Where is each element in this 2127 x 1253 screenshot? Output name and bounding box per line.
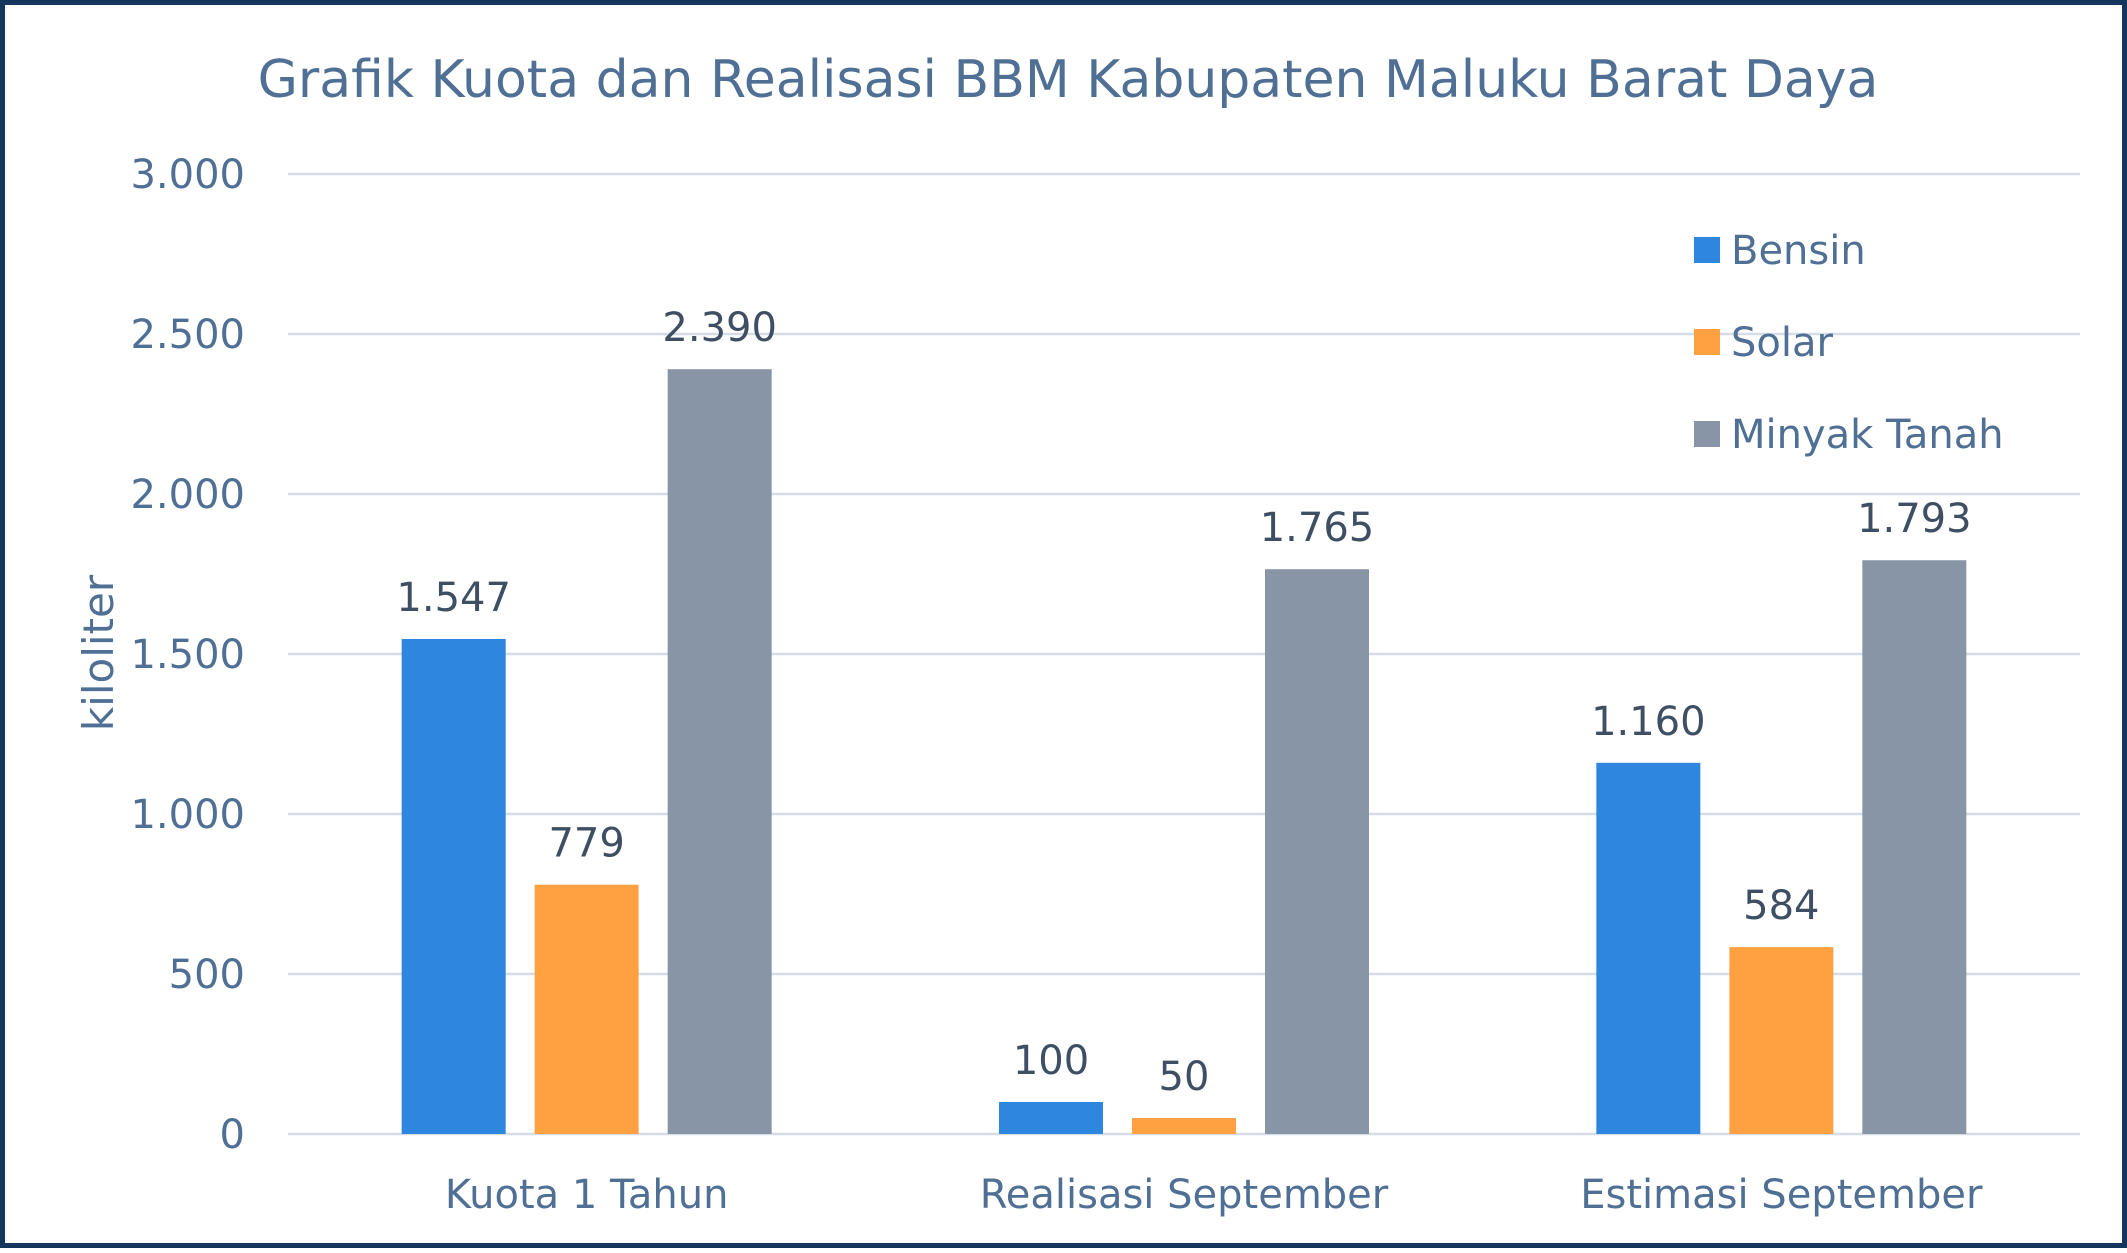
bar-bensin bbox=[1596, 762, 1701, 1134]
x-tick-label: Kuota 1 Tahun bbox=[445, 1172, 729, 1218]
legend-swatch-solar bbox=[1694, 329, 1720, 355]
data-label: 1.160 bbox=[1591, 699, 1706, 745]
bar-minyak-tanah bbox=[1862, 560, 1967, 1134]
bar-solar bbox=[534, 884, 639, 1134]
x-axis-ticks: Kuota 1 Tahun Realisasi September Estimasi… bbox=[445, 1172, 1983, 1218]
bars bbox=[401, 369, 1967, 1134]
legend-label: Bensin bbox=[1731, 228, 1866, 274]
legend-label: Minyak Tanah bbox=[1731, 412, 2004, 458]
y-tick-label: 500 bbox=[169, 952, 245, 998]
data-label: 1.547 bbox=[396, 575, 511, 621]
data-labels: 1.547 779 2.390 100 50 1.765 1.160 584 1.793 bbox=[396, 305, 1971, 1100]
data-label: 2.390 bbox=[662, 305, 777, 351]
data-label: 1.793 bbox=[1857, 496, 1972, 542]
data-label: 100 bbox=[1013, 1038, 1089, 1084]
y-tick-label: 0 bbox=[220, 1112, 245, 1158]
chart-title: Grafik Kuota dan Realisasi BBM Kabupaten… bbox=[258, 50, 1879, 110]
y-axis-label: kiloliter bbox=[74, 574, 123, 731]
y-tick-label: 3.000 bbox=[130, 152, 245, 198]
bar-bensin bbox=[401, 638, 506, 1134]
data-label: 50 bbox=[1159, 1054, 1210, 1100]
y-tick-label: 2.000 bbox=[130, 472, 245, 518]
bar-solar bbox=[1132, 1118, 1236, 1134]
legend-label: Solar bbox=[1731, 320, 1833, 366]
y-tick-label: 2.500 bbox=[130, 312, 245, 358]
x-tick-label: Realisasi September bbox=[980, 1172, 1389, 1218]
legend-swatch-bensin bbox=[1694, 237, 1720, 263]
legend-swatch-minyak-tanah bbox=[1694, 421, 1720, 447]
data-label: 779 bbox=[548, 821, 624, 867]
bar-minyak-tanah bbox=[1265, 569, 1369, 1134]
bar-minyak-tanah bbox=[667, 369, 772, 1134]
bar-chart: Grafik Kuota dan Realisasi BBM Kabupaten… bbox=[74, 50, 2080, 1218]
y-axis-ticks: 0 500 1.000 1.500 2.000 2.500 3.000 bbox=[130, 152, 245, 1158]
y-tick-label: 1.000 bbox=[130, 792, 245, 838]
y-tick-label: 1.500 bbox=[130, 632, 245, 678]
data-label: 1.765 bbox=[1260, 505, 1375, 551]
bar-bensin bbox=[999, 1102, 1103, 1134]
legend: Bensin Solar Minyak Tanah bbox=[1694, 228, 2004, 458]
x-tick-label: Estimasi September bbox=[1580, 1172, 1983, 1218]
data-label: 584 bbox=[1743, 883, 1819, 929]
bar-solar bbox=[1729, 947, 1834, 1134]
